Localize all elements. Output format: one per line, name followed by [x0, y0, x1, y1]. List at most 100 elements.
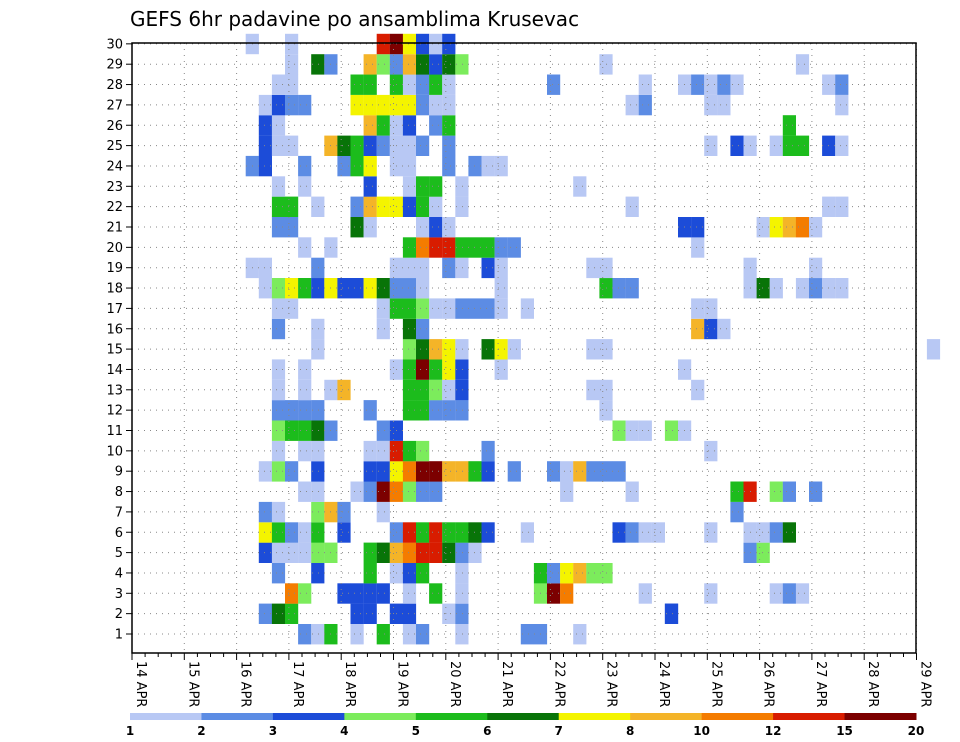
plot-frame — [131, 42, 917, 654]
y-tick-label: 30 — [106, 37, 123, 52]
heatmap-cell — [416, 217, 430, 238]
heatmap-cell — [376, 278, 390, 299]
heatmap-cell — [717, 74, 731, 95]
y-tick-label: 18 — [106, 282, 123, 297]
x-tick-label: 16 APR — [238, 661, 253, 707]
heatmap-cell — [258, 501, 272, 523]
x-tick-label: 22 APR — [551, 661, 566, 707]
heatmap-cell — [625, 522, 639, 543]
heatmap-cell — [337, 135, 351, 156]
x-tick-label: 27 APR — [813, 661, 828, 707]
y-tick-label: 16 — [106, 322, 123, 337]
heatmap-cell — [782, 135, 796, 156]
heatmap-cell — [455, 400, 469, 421]
heatmap-cell — [298, 155, 312, 177]
heatmap-cell — [416, 481, 430, 502]
heatmap-cell — [586, 257, 600, 279]
heatmap-cell — [573, 624, 587, 645]
x-tick-label: 20 APR — [447, 661, 462, 707]
heatmap-cell — [442, 217, 456, 238]
heatmap-cell — [835, 94, 849, 116]
heatmap-cell — [376, 420, 390, 441]
heatmap-cell — [455, 196, 469, 217]
heatmap-cell — [285, 196, 299, 217]
heatmap-cell — [520, 624, 534, 645]
heatmap-cell — [429, 298, 443, 319]
heatmap-cell — [376, 94, 390, 116]
heatmap-cell — [376, 318, 390, 340]
heatmap-cell — [298, 420, 312, 441]
heatmap-cell — [612, 522, 626, 543]
heatmap-cell — [455, 359, 469, 380]
heatmap-cell — [271, 298, 286, 319]
y-tick-label: 6 — [115, 526, 123, 541]
heatmap-cell — [730, 481, 744, 502]
heatmap-cell — [429, 542, 443, 563]
heatmap-cell — [494, 339, 508, 360]
heatmap-cell — [402, 481, 417, 502]
heatmap-cell — [363, 94, 377, 116]
heatmap-cell — [442, 603, 456, 624]
heatmap-cell — [363, 155, 377, 177]
heatmap-cell — [271, 461, 286, 482]
heatmap-cell — [586, 379, 600, 401]
x-tick-label: 21 APR — [499, 661, 514, 707]
heatmap-cell — [429, 115, 443, 136]
heatmap-cell — [285, 33, 299, 55]
heatmap-cell — [809, 257, 823, 279]
heatmap-cell — [416, 461, 430, 482]
heatmap-cell — [258, 115, 272, 136]
heatmap-cell — [298, 278, 312, 299]
heatmap-cell — [402, 135, 417, 156]
heatmap-cell — [271, 94, 286, 116]
heatmap-cell — [416, 624, 430, 645]
heatmap-cell — [704, 583, 718, 604]
heatmap-cell — [402, 94, 417, 116]
heatmap-cell — [402, 318, 417, 340]
heatmap-cell — [376, 440, 390, 462]
heatmap-cell — [442, 461, 456, 482]
heatmap-cell — [363, 278, 377, 299]
heatmap-cell — [311, 318, 325, 340]
heatmap-cell — [416, 94, 430, 116]
heatmap-cell — [782, 522, 796, 543]
heatmap-cell — [416, 257, 430, 279]
heatmap-cell — [402, 583, 417, 604]
heatmap-cell — [416, 400, 430, 421]
heatmap-cell — [298, 522, 312, 543]
y-tick-label: 1 — [115, 628, 123, 643]
heatmap-cell — [455, 176, 469, 197]
colorbar-label: 7 — [555, 724, 563, 738]
heatmap-cell — [285, 603, 299, 624]
heatmap-cell — [402, 563, 417, 584]
heatmap-cell — [363, 461, 377, 482]
heatmap-cell — [455, 461, 469, 482]
heatmap-cell — [258, 522, 272, 543]
heatmap-cell — [494, 359, 508, 380]
heatmap-cell — [285, 135, 299, 156]
y-tick-label: 25 — [106, 139, 123, 154]
heatmap-cell — [285, 94, 299, 116]
heatmap-cell — [402, 54, 417, 75]
heatmap-cell — [429, 217, 443, 238]
colorbar-swatch — [701, 713, 774, 720]
heatmap-cell — [271, 359, 286, 380]
heatmap-cell — [402, 522, 417, 543]
heatmap-cell — [769, 583, 783, 604]
heatmap-cell — [442, 94, 456, 116]
heatmap-cell — [285, 420, 299, 441]
y-tick-label: 27 — [106, 98, 123, 113]
heatmap-cell — [835, 196, 849, 217]
heatmap-cell — [350, 481, 364, 502]
heatmap-cell — [416, 440, 430, 462]
heatmap-cell — [271, 379, 286, 401]
heatmap-cell — [416, 379, 430, 401]
heatmap-cell — [416, 33, 430, 55]
heatmap-cell — [363, 54, 377, 75]
heatmap-cell — [547, 461, 561, 482]
colorbar-swatch — [201, 713, 274, 720]
heatmap-cell — [442, 135, 456, 156]
heatmap-cells — [245, 33, 941, 645]
colorbar-label: 5 — [412, 724, 420, 738]
heatmap-cell — [664, 420, 679, 441]
